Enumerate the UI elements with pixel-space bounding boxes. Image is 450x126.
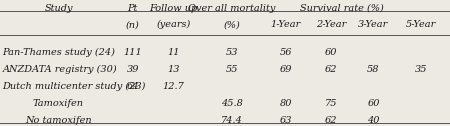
Text: Survival rate (%): Survival rate (%)	[300, 4, 384, 13]
Text: 12.7: 12.7	[162, 82, 184, 91]
Text: 45.8: 45.8	[221, 99, 243, 108]
Text: Over all mortality: Over all mortality	[188, 4, 275, 13]
Text: 53: 53	[225, 48, 238, 57]
Text: 75: 75	[324, 99, 337, 108]
Text: No tamoxifen: No tamoxifen	[25, 116, 92, 125]
Text: 111: 111	[123, 48, 142, 57]
Text: ANZDATA registry (30): ANZDATA registry (30)	[2, 65, 117, 74]
Text: 60: 60	[367, 99, 380, 108]
Text: Pan-Thames study (24): Pan-Thames study (24)	[2, 48, 115, 57]
Text: 5-Year: 5-Year	[405, 20, 436, 29]
Text: 2-Year: 2-Year	[315, 20, 346, 29]
Text: (years): (years)	[156, 20, 190, 29]
Text: 74.4: 74.4	[221, 116, 243, 125]
Text: 62: 62	[324, 65, 337, 74]
Text: 69: 69	[279, 65, 292, 74]
Text: 1-Year: 1-Year	[270, 20, 301, 29]
Text: 35: 35	[414, 65, 427, 74]
Text: Study: Study	[44, 4, 73, 13]
Text: 11: 11	[167, 48, 180, 57]
Text: Dutch multicenter study (23): Dutch multicenter study (23)	[2, 82, 146, 91]
Text: (%): (%)	[223, 20, 240, 29]
Text: (n): (n)	[126, 20, 140, 29]
Text: 62: 62	[324, 116, 337, 125]
Text: Follow up: Follow up	[149, 4, 198, 13]
Text: 58: 58	[367, 65, 380, 74]
Text: 64: 64	[126, 82, 139, 91]
Text: 40: 40	[367, 116, 380, 125]
Text: 56: 56	[279, 48, 292, 57]
Text: 3-Year: 3-Year	[358, 20, 389, 29]
Text: 13: 13	[167, 65, 180, 74]
Text: Pt: Pt	[127, 4, 138, 13]
Text: 55: 55	[225, 65, 238, 74]
Text: 39: 39	[126, 65, 139, 74]
Text: 63: 63	[279, 116, 292, 125]
Text: 60: 60	[324, 48, 337, 57]
Text: Tamoxifen: Tamoxifen	[33, 99, 84, 108]
Text: 80: 80	[279, 99, 292, 108]
